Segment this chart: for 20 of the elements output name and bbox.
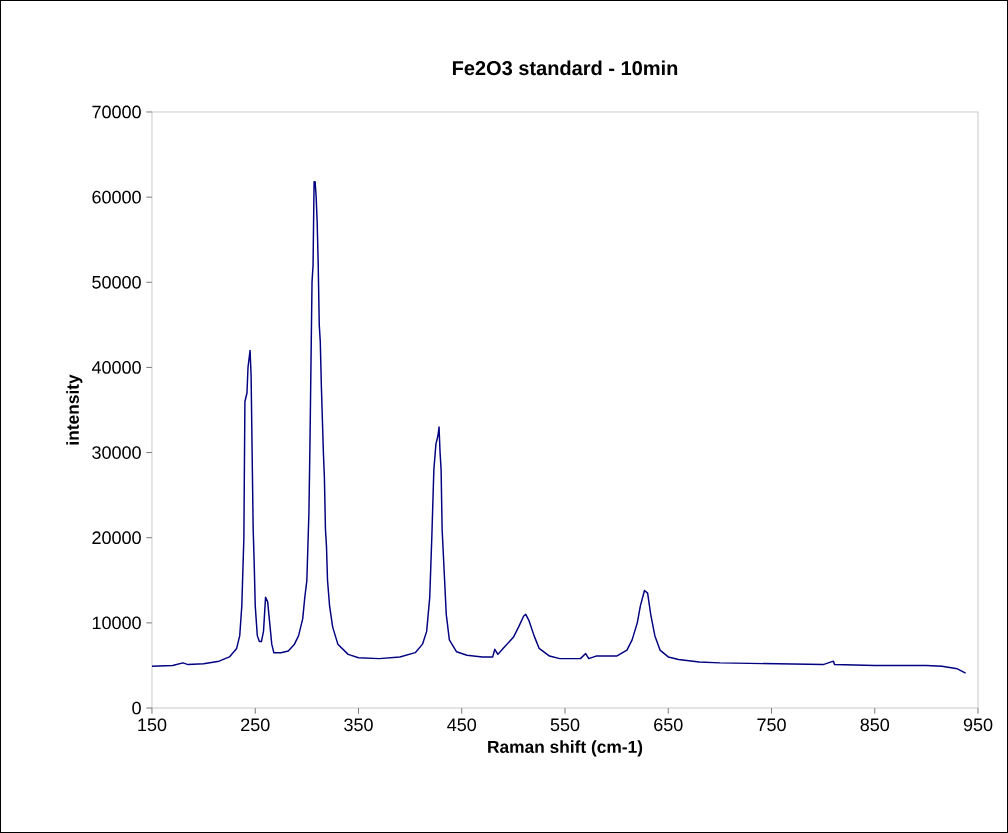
y-axis-title: intensity [66, 374, 83, 445]
x-tick-label: 250 [241, 718, 270, 732]
x-tick-label: 150 [138, 718, 167, 732]
y-tick-label: 50000 [92, 275, 141, 289]
y-tick-label: 30000 [92, 446, 141, 459]
chart-title: Fe2O3 standard - 10min [452, 60, 678, 76]
y-tick-label: 70000 [92, 105, 141, 119]
x-tick-label: 450 [447, 718, 477, 732]
x-tick-label: 850 [860, 718, 890, 732]
y-tick-label: 0 [132, 701, 141, 715]
x-tick-label: 550 [550, 718, 580, 732]
y-tick-label: 10000 [92, 616, 141, 630]
y-tick-label: 60000 [92, 190, 141, 204]
x-tick-label: 950 [963, 718, 993, 732]
x-tick-label: 650 [654, 718, 683, 732]
x-tick-label: 750 [757, 718, 786, 732]
x-axis-title: Raman shift (cm-1) [488, 740, 643, 757]
y-tick-label: 40000 [91, 361, 141, 374]
x-tick-label: 350 [344, 718, 373, 732]
y-tick-label: 20000 [92, 531, 141, 545]
